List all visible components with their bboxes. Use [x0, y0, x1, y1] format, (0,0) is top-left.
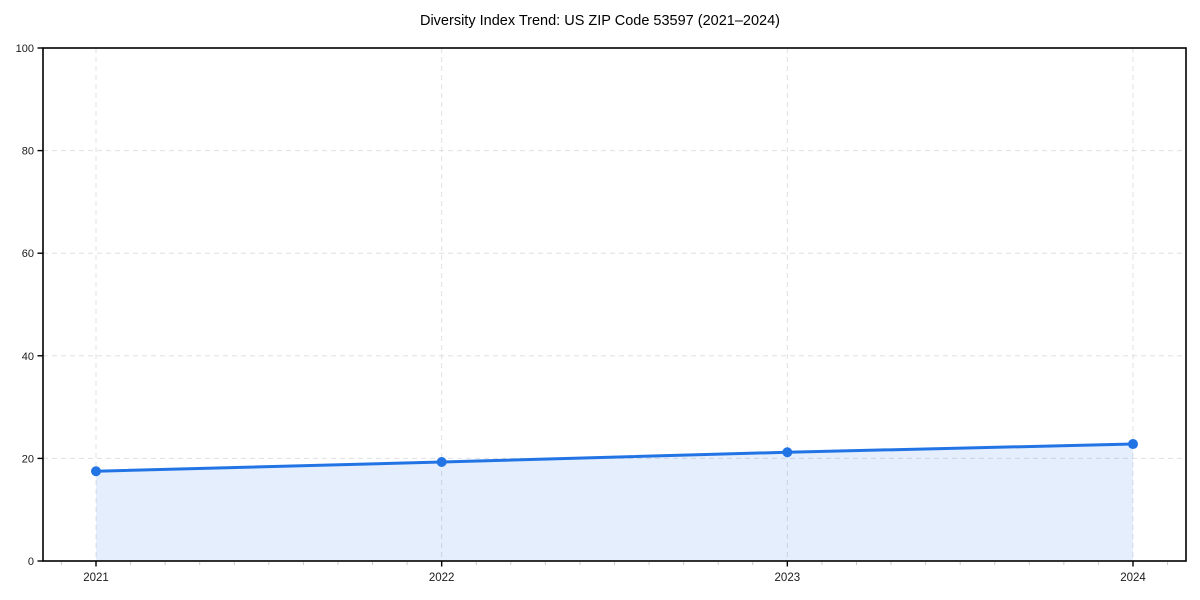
data-point [91, 466, 101, 477]
x-tick-label: 2022 [429, 572, 455, 584]
data-point [1128, 439, 1138, 450]
y-tick-label: 60 [22, 248, 34, 260]
trend-line [94, 442, 1135, 473]
y-tick-label: 80 [22, 146, 34, 158]
plot-frame [42, 47, 1187, 562]
y-tick-label: 40 [22, 351, 34, 363]
x-tick-label: 2024 [1120, 572, 1146, 584]
data-point [436, 456, 447, 467]
area-fill [96, 444, 1133, 561]
y-tick-label: 0 [28, 556, 34, 568]
chart-title: Diversity Index Trend: US ZIP Code 53597… [419, 13, 781, 29]
x-tick-label: 2021 [83, 572, 109, 584]
y-tick-label: 100 [16, 43, 34, 55]
y-tick-label: 20 [22, 453, 34, 465]
x-tick-label: 2023 [775, 572, 801, 584]
data-point [782, 447, 793, 458]
